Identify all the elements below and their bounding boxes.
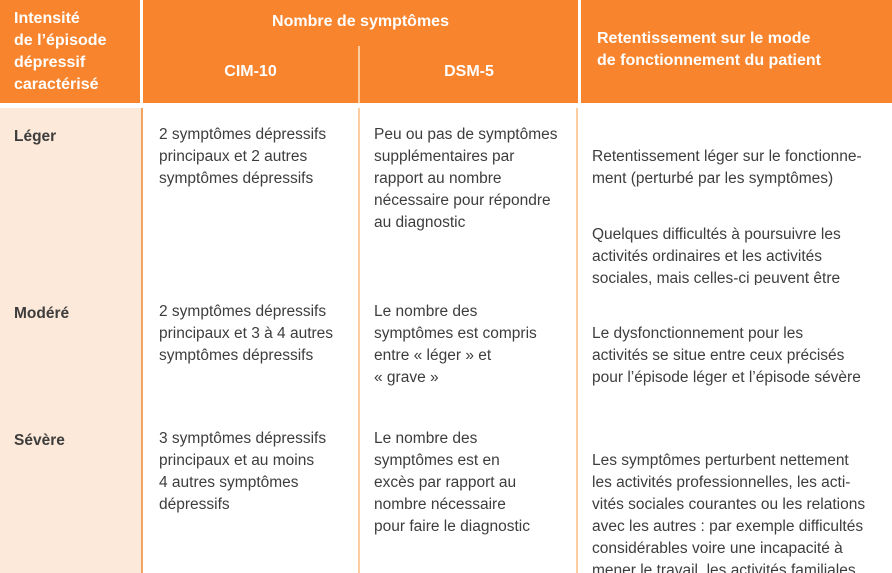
- table-row-severe: Sévère 3 symptômes dépressifs principaux…: [0, 410, 892, 573]
- header-cim10: CIM-10: [143, 46, 360, 103]
- table-header: Intensité de l’épisode dépressif caracté…: [0, 0, 892, 103]
- cell-severe-impact: Les symptômes perturbent nettement les a…: [578, 412, 892, 573]
- impact-paragraph: Les symptômes perturbent nettement les a…: [592, 452, 866, 573]
- impact-paragraph: Le dysfonctionnement pour les activités …: [592, 325, 861, 386]
- header-impact: Retentissement sur le mode de fonctionne…: [578, 0, 892, 103]
- header-body-divider: [0, 103, 892, 108]
- header-symptom-count: Nombre de symptômes: [272, 13, 449, 30]
- cell-modere-dsm5: Le nombre des symptômes est compris entr…: [360, 285, 578, 433]
- cell-severe-dsm5: Le nombre des symptômes est en excès par…: [360, 412, 578, 573]
- row-label-severe: Sévère: [0, 412, 143, 573]
- table-row-modere: Modéré 2 symptômes dépressifs principaux…: [0, 283, 892, 433]
- impact-paragraph: Retentissement léger sur le fonctionne- …: [592, 148, 862, 187]
- cell-modere-cim10: 2 symptômes dépressifs principaux et 3 à…: [143, 285, 360, 433]
- cell-modere-impact: Le dysfonctionnement pour les activités …: [578, 285, 892, 433]
- header-intensity: Intensité de l’épisode dépressif caracté…: [0, 0, 143, 103]
- row-label-modere: Modéré: [0, 285, 143, 433]
- table-row-leger: Léger 2 symptômes dépressifs principaux …: [0, 108, 892, 334]
- header-dsm5: DSM-5: [444, 62, 494, 80]
- cell-severe-cim10: 3 symptômes dépressifs principaux et au …: [143, 412, 360, 573]
